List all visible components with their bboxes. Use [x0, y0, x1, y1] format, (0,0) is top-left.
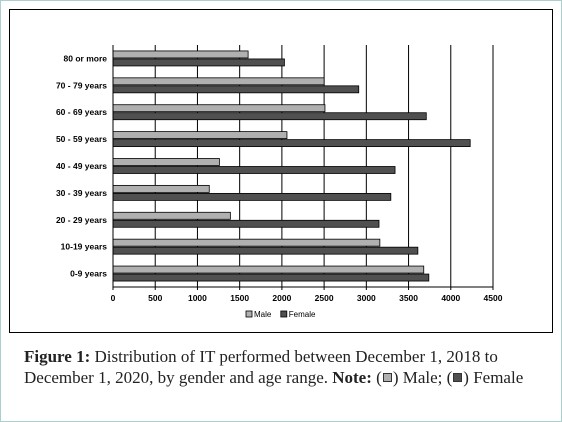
legend-swatch-male — [245, 310, 253, 318]
x-tick-label: 500 — [148, 293, 162, 303]
caption-note-label: Note: — [332, 368, 372, 387]
legend-label-male: Male — [254, 310, 272, 319]
bar-female — [112, 273, 430, 282]
x-tick-label: 1000 — [188, 293, 207, 303]
x-tick-label: 3000 — [357, 293, 376, 303]
y-tick-label: 20 - 29 years — [56, 215, 107, 225]
bar-female — [112, 85, 360, 94]
legend-swatch-female — [280, 310, 288, 318]
bar-male — [112, 77, 325, 86]
x-tick-label: 2000 — [272, 293, 291, 303]
y-tick-label: 70 - 79 years — [56, 80, 107, 90]
y-tick-label: 0-9 years — [70, 269, 107, 279]
bar-chart: 80 or more 70 - 79 years 60 - 69 years 50 -… — [56, 45, 503, 319]
bar-male — [112, 211, 231, 220]
x-tick-label: 4000 — [441, 293, 460, 303]
bar-male — [112, 104, 326, 113]
figure-caption: Figure 1: Distribution of IT performed b… — [24, 346, 549, 388]
x-tick-label: 1500 — [230, 293, 249, 303]
y-tick-label: 80 or more — [64, 53, 108, 63]
bar-female — [112, 139, 471, 148]
bar-male — [112, 131, 288, 140]
bar-male — [112, 50, 249, 59]
caption-label: Figure 1: — [24, 347, 91, 366]
legend-label-female: Female — [289, 310, 316, 319]
x-tick-label: 3500 — [399, 293, 418, 303]
bar-female — [112, 58, 285, 67]
x-tick-label: 0 — [111, 293, 116, 303]
y-tick-label: 60 - 69 years — [56, 107, 107, 117]
bar-female — [112, 192, 392, 201]
y-tick-label: 50 - 59 years — [56, 134, 107, 144]
caption-male-text: ) Male; ( — [392, 368, 453, 387]
caption-female-text: ) Female — [463, 368, 524, 387]
caption-open-paren: ( — [371, 368, 382, 387]
y-tick-label: 30 - 39 years — [56, 188, 107, 198]
female-swatch-icon — [453, 373, 463, 382]
bar-female — [112, 166, 396, 174]
bar-male — [112, 265, 425, 274]
x-tick-label: 2500 — [315, 293, 334, 303]
caption-text: Distribution of IT performed between Dec… — [24, 347, 498, 387]
bar-female — [112, 246, 419, 255]
bar-female — [112, 112, 427, 121]
x-tick-label: 4500 — [484, 293, 503, 303]
y-tick-label: 10-19 years — [61, 242, 108, 252]
male-swatch-icon — [382, 373, 392, 382]
bar-female — [112, 219, 380, 228]
bar-male — [112, 238, 381, 247]
chart-panel: 80 or more 70 - 79 years 60 - 69 years 50 -… — [9, 9, 553, 333]
bar-male — [112, 158, 220, 166]
bar-male — [112, 184, 210, 193]
y-tick-label: 40 - 49 years — [56, 161, 107, 171]
